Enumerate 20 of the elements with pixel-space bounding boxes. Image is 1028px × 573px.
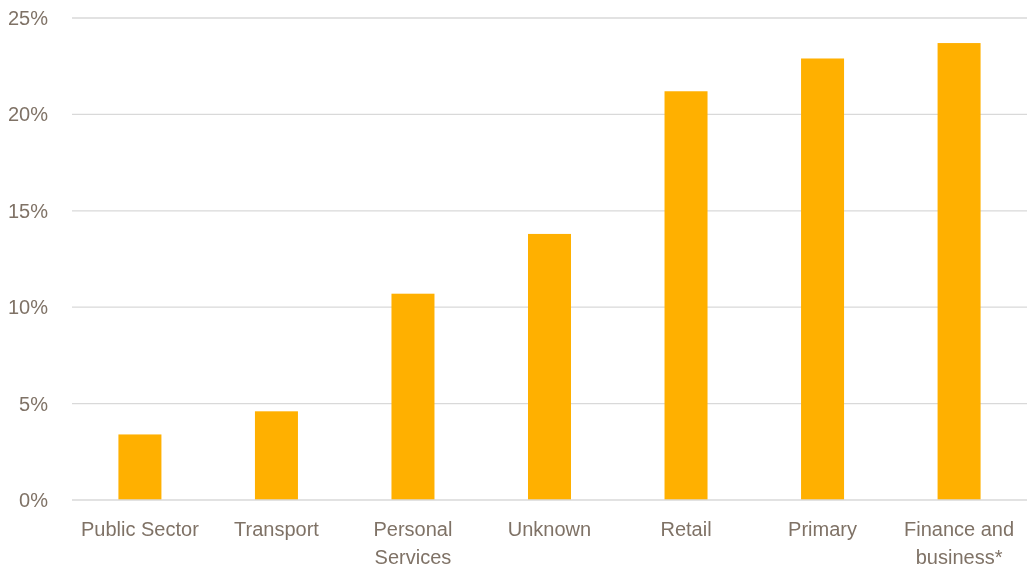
- x-tick-label: Transport: [234, 518, 320, 540]
- bar: [528, 233, 571, 500]
- bar: [118, 434, 162, 500]
- bar: [937, 43, 981, 500]
- y-tick-label: 15%: [7, 199, 49, 222]
- bar: [801, 58, 845, 500]
- y-tick-label: 20%: [7, 103, 49, 126]
- x-tick-label: Personal Services: [373, 518, 453, 568]
- bar: [254, 411, 298, 500]
- y-tick-label: 10%: [7, 296, 49, 319]
- x-tick-label: Finance and business*: [904, 518, 1015, 568]
- x-tick-label: Primary: [788, 518, 857, 540]
- y-tick-label: 5%: [19, 392, 49, 415]
- y-tick-label: 0%: [19, 489, 49, 511]
- x-tick-label: Public Sector: [81, 518, 200, 540]
- x-tick-label: Retail: [660, 518, 712, 540]
- x-tick-label: Unknown: [507, 518, 592, 540]
- y-tick-label: 25%: [7, 7, 49, 29]
- bar: [391, 293, 435, 500]
- bar: [664, 91, 708, 500]
